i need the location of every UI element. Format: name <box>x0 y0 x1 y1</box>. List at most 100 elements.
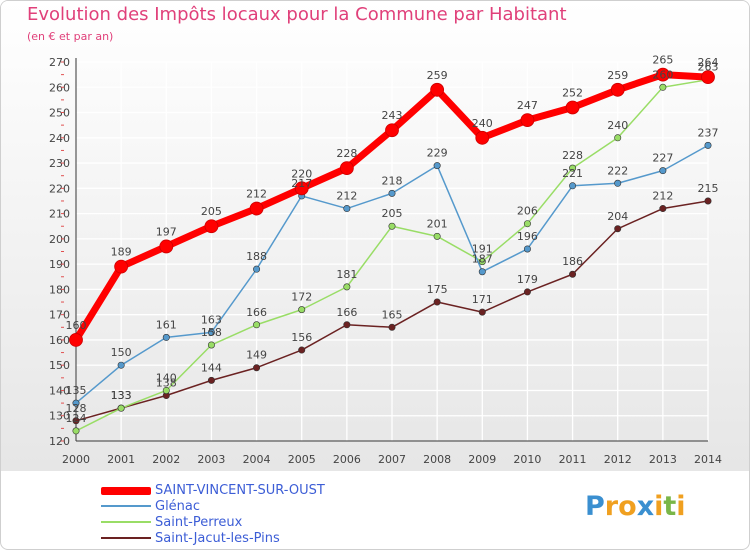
chart-title: Evolution des Impôts locaux pour la Comm… <box>27 4 567 25</box>
series-point-2 <box>207 341 215 349</box>
legend-item-glenac: Glénac <box>101 499 401 515</box>
logo-letter: x <box>636 491 655 522</box>
series-point-3 <box>343 321 351 329</box>
line-chart: 1201301401501601701801902002102202302402… <box>49 54 722 466</box>
y-tick-label: 240 <box>49 132 70 145</box>
data-label: 171 <box>472 293 493 306</box>
data-label: 179 <box>517 273 538 286</box>
data-label: 140 <box>156 371 177 384</box>
data-label: 188 <box>246 250 267 263</box>
legend-item-saint-vincent: SAINT-VINCENT-SUR-OUST <box>101 483 401 499</box>
series-point-1 <box>207 328 215 336</box>
data-label: 189 <box>111 246 132 259</box>
legend-label: SAINT-VINCENT-SUR-OUST <box>155 483 325 498</box>
y-tick-label: 230 <box>49 157 70 170</box>
series-point-3 <box>704 197 712 205</box>
data-label: 161 <box>156 318 177 331</box>
series-point-0 <box>114 259 129 274</box>
x-tick-label: 2013 <box>649 453 677 466</box>
y-tick-label: 250 <box>49 107 70 120</box>
x-tick-label: 2001 <box>107 453 135 466</box>
data-label: 156 <box>291 331 312 344</box>
data-label: 264 <box>698 56 719 69</box>
series-point-2 <box>478 258 486 266</box>
x-tick-label: 2006 <box>333 453 361 466</box>
x-tick-label: 2000 <box>62 453 90 466</box>
legend-swatch <box>101 505 151 507</box>
data-label: 133 <box>111 389 132 402</box>
x-tick-label: 2010 <box>513 453 541 466</box>
data-label: 201 <box>427 217 448 230</box>
data-label: 186 <box>562 255 583 268</box>
data-label: 175 <box>427 283 448 296</box>
series-point-3 <box>72 417 80 425</box>
series-point-3 <box>478 308 486 316</box>
data-label: 221 <box>562 167 583 180</box>
data-label: 259 <box>427 69 448 82</box>
data-label: 228 <box>336 147 357 160</box>
data-label: 240 <box>607 119 628 132</box>
x-tick-label: 2009 <box>468 453 496 466</box>
data-label: 247 <box>517 99 538 112</box>
series-point-1 <box>569 182 577 190</box>
y-tick-label: 160 <box>49 334 70 347</box>
series-point-2 <box>433 232 441 240</box>
data-label: 228 <box>562 149 583 162</box>
data-label: 191 <box>472 243 493 256</box>
logo-letter: t <box>663 491 677 522</box>
series-point-0 <box>159 239 174 254</box>
logo-letter: P <box>585 491 605 522</box>
data-label: 166 <box>246 306 267 319</box>
series-point-0 <box>385 123 399 138</box>
legend-label: Saint-Jacut-les-Pins <box>155 531 280 546</box>
y-tick-label: 190 <box>49 258 70 271</box>
data-label: 149 <box>246 349 267 362</box>
y-tick-label: 180 <box>49 283 70 296</box>
series-point-1 <box>704 141 712 149</box>
y-tick-label: 200 <box>49 233 70 246</box>
x-tick-label: 2002 <box>152 453 180 466</box>
y-tick-label: 260 <box>49 81 70 94</box>
series-point-1 <box>388 189 396 197</box>
series-point-0 <box>249 201 264 216</box>
series-point-1 <box>523 245 531 253</box>
data-label: 150 <box>111 346 132 359</box>
data-label: 160 <box>66 319 87 332</box>
data-label: 204 <box>607 210 628 223</box>
data-label: 172 <box>291 291 312 304</box>
data-label: 243 <box>382 109 403 122</box>
y-tick-label: 270 <box>49 56 70 69</box>
series-point-3 <box>523 288 531 296</box>
data-label: 220 <box>291 167 312 180</box>
series-point-0 <box>204 219 219 234</box>
data-label: 259 <box>607 69 628 82</box>
x-tick-label: 2012 <box>604 453 632 466</box>
data-label: 124 <box>66 412 87 425</box>
data-label: 227 <box>652 152 673 165</box>
data-label: 212 <box>246 188 267 201</box>
chart-background <box>1 1 749 471</box>
x-tick-label: 2004 <box>243 453 271 466</box>
y-tick-label: 170 <box>49 309 70 322</box>
series-point-2 <box>72 427 80 435</box>
series-point-1 <box>117 361 125 369</box>
series-point-3 <box>253 364 261 372</box>
data-label: 138 <box>156 377 177 390</box>
series-point-2 <box>162 386 170 394</box>
data-label: 240 <box>472 117 493 130</box>
data-label: 265 <box>652 54 673 67</box>
logo-letter: i <box>654 491 664 522</box>
data-label: 237 <box>698 126 719 139</box>
x-tick-label: 2007 <box>378 453 406 466</box>
data-label: 215 <box>698 182 719 195</box>
series-point-1 <box>343 205 351 213</box>
series-point-0 <box>565 100 580 115</box>
series-point-2 <box>388 222 396 230</box>
legend-swatch <box>101 521 151 523</box>
logo-letter: r <box>604 491 619 522</box>
series-point-1 <box>253 265 261 273</box>
series-point-0 <box>339 161 354 176</box>
data-label: 163 <box>201 313 222 326</box>
series-point-3 <box>614 225 622 233</box>
data-label: 165 <box>382 308 403 321</box>
